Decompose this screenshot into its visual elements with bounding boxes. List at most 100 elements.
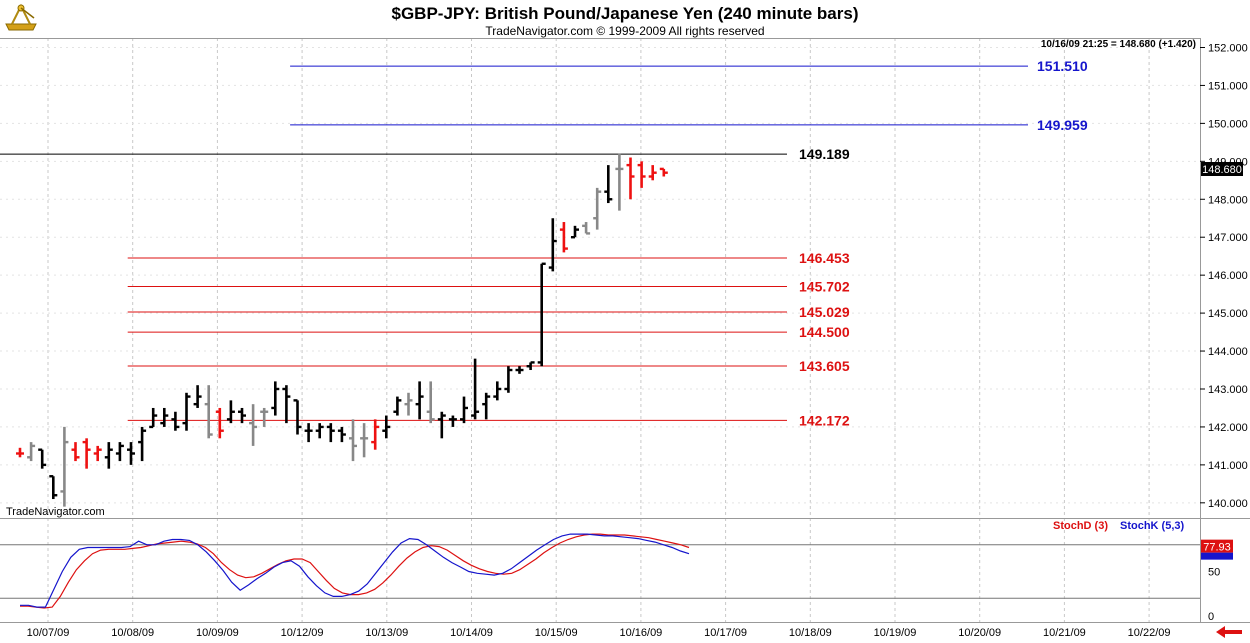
x-tick-label: 10/22/09 [1128, 627, 1171, 639]
ohlc-bar [315, 423, 324, 439]
grid [0, 38, 1200, 622]
level-label: 145.702 [799, 278, 850, 294]
level-label: 145.029 [799, 304, 850, 320]
x-tick-label: 10/08/09 [111, 627, 154, 639]
date-axis: 10/07/09 10/08/09 10/09/09 10/12/09 10/13/09… [27, 627, 1171, 639]
ohlc-bar [149, 407, 158, 429]
current-price-label: 148.680 [1202, 164, 1242, 176]
ohlc-bar [482, 392, 491, 420]
y-tick-label: 143.000 [1208, 384, 1248, 396]
y-tick-label: 141.000 [1208, 460, 1248, 472]
ohlc-bar [204, 385, 213, 439]
x-tick-label: 10/09/09 [196, 627, 239, 639]
stoch-current-label: 77.93 [1203, 542, 1231, 554]
x-tick-label: 10/21/09 [1043, 627, 1086, 639]
info-line: 10/16/09 21:25 = 148.680 (+1.420) [1041, 39, 1196, 50]
stoch-current-marker [1201, 539, 1233, 553]
ohlc-bar [471, 358, 480, 420]
ohlc-bar [448, 415, 457, 427]
ohlc-bar [493, 381, 502, 401]
x-tick-label: 10/18/09 [789, 627, 832, 639]
ohlc-bar [127, 442, 135, 465]
ohlc-bar [38, 448, 47, 469]
level-label: 143.605 [799, 358, 850, 374]
ohlc-bar [604, 165, 613, 204]
ohlc-bar [249, 404, 258, 446]
ohlc-bar [393, 396, 402, 416]
level-label: 151.510 [1037, 58, 1088, 74]
ohlc-bar [49, 475, 58, 500]
ohlc-bar [104, 442, 113, 469]
y-tick-label: 147.000 [1208, 232, 1248, 244]
ohlc-bar [138, 426, 147, 462]
ohlc-bar [16, 447, 24, 458]
x-tick-label: 10/17/09 [704, 627, 747, 639]
ohlc-bar [238, 407, 246, 424]
ohlc-bar [193, 385, 202, 408]
ohlc-bar [515, 366, 524, 374]
y-tick-label: 144.000 [1208, 346, 1248, 358]
ohlc-bar [637, 161, 646, 188]
left-arrow-icon[interactable] [1212, 624, 1246, 641]
header-band [0, 0, 1250, 38]
y-tick-label: 140.000 [1208, 498, 1248, 510]
ohlc-bar [548, 218, 557, 272]
ohlc-bar [460, 396, 468, 424]
x-tick-label: 10/19/09 [874, 627, 917, 639]
stoch-series-line [20, 533, 690, 608]
ohlc-bar [71, 442, 80, 462]
stoch-tick-label: 0 [1208, 611, 1214, 623]
ohlc-bar [271, 381, 280, 416]
ohlc-bar [426, 381, 435, 424]
stochastic-panel: 0 50 StochD (3) StochK (5,3) 77.93 [0, 520, 1233, 623]
ohlc-bar [360, 423, 369, 458]
ohlc-bar [115, 442, 124, 462]
ohlc-bar [337, 426, 346, 443]
ohlc-bar [593, 187, 602, 230]
ohlc-bar [182, 392, 191, 431]
fib-levels: 151.510 149.959 149.189 146.453 145.702 145.0… [0, 58, 1088, 428]
level-label: 142.172 [799, 412, 850, 428]
ohlc-bar [349, 419, 357, 462]
ohlc-bar [282, 385, 291, 424]
ohlc-bar [559, 222, 568, 253]
ohlc-bar [82, 438, 91, 469]
level-label: 149.189 [799, 146, 850, 162]
ohlc-bars [16, 153, 668, 507]
ohlc-bar [659, 167, 668, 177]
ohlc-bar [437, 411, 446, 439]
stoch-tick-label: 50 [1208, 567, 1220, 579]
sextant-icon [5, 3, 37, 31]
y-tick-label: 142.000 [1208, 422, 1248, 434]
ohlc-bar [160, 407, 169, 427]
ohlc-bar [571, 225, 579, 239]
y-tick-label: 146.000 [1208, 270, 1248, 282]
stoch-d-legend: StochD (3) [1053, 520, 1108, 532]
y-tick-label: 145.000 [1208, 308, 1248, 320]
chart-subtitle: TradeNavigator.com © 1999-2009 All right… [485, 24, 764, 38]
ohlc-bar [226, 400, 235, 424]
ohlc-bar [526, 361, 535, 371]
stoch-k-marker [1201, 552, 1233, 560]
ohlc-bar [504, 366, 513, 393]
ohlc-bar [415, 381, 424, 420]
x-tick-label: 10/14/09 [450, 627, 493, 639]
ohlc-bar [60, 426, 69, 507]
ohlc-bar [582, 222, 591, 235]
ohlc-bar [404, 392, 413, 416]
ohlc-bar [260, 407, 269, 427]
price-axis: 140.000 141.000 142.000 143.000 144.000 145.0… [1200, 42, 1248, 510]
x-tick-label: 10/07/09 [27, 627, 70, 639]
ohlc-bar [326, 423, 335, 443]
x-tick-label: 10/12/09 [281, 627, 324, 639]
ohlc-bar [371, 419, 380, 450]
chart-title: $GBP-JPY: British Pound/Japanese Yen (24… [391, 4, 858, 23]
ohlc-bar [304, 423, 313, 443]
current-price-marker: 148.680 [1201, 162, 1243, 176]
x-tick-label: 10/13/09 [365, 627, 408, 639]
ohlc-bar [615, 153, 624, 211]
stoch-k-legend: StochK (5,3) [1120, 520, 1185, 532]
y-tick-label: 151.000 [1208, 80, 1248, 92]
ohlc-bar [171, 411, 180, 431]
